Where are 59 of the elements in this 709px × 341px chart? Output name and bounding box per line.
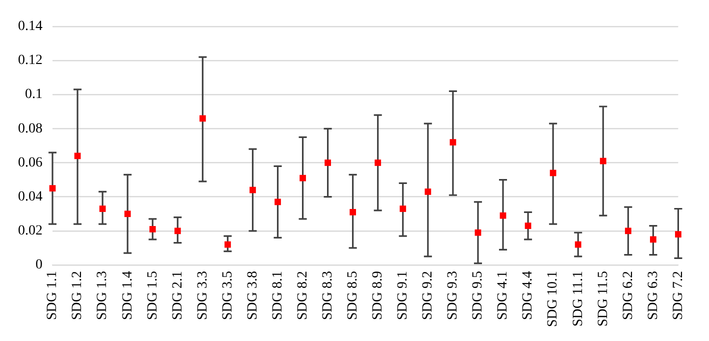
point [450,139,456,146]
point [74,152,81,160]
point [250,186,256,194]
point [524,222,532,229]
x-tick-label: SDG 1.1 [45,270,60,320]
x-tick-label: SDG 9.2 [420,270,436,320]
y-tick-label: 0.04 [18,189,42,204]
x-tick-label: SDG 8.9 [370,270,386,320]
x-tick-label: SDG 6.2 [620,270,636,320]
x-tick-label: SDG 4.4 [520,270,536,320]
point [650,236,656,243]
x-tick-label: SDG 3.8 [245,270,260,320]
x-tick-label: SDG 7.2 [670,270,686,320]
x-tick-label: SDG 10.1 [546,270,561,328]
point [124,210,131,218]
point [350,208,356,216]
point [574,241,582,248]
x-tick-label: SDG 9.1 [396,270,411,320]
x-tick-label: SDG 8.5 [346,270,361,320]
y-tick-label: 0 [36,258,42,273]
y-tick-label: 0.12 [18,53,42,68]
point [274,198,281,206]
y-tick-label: 0.1 [25,87,42,102]
x-tick-label: SDG 9.3 [446,270,461,320]
y-tick-label: 0.02 [18,224,42,239]
point [49,185,56,192]
point [324,160,331,166]
x-tick-label: SDG 11.1 [570,270,586,326]
x-tick-label: SDG 8.3 [320,270,336,320]
point [500,212,506,219]
point [374,160,382,166]
point [474,229,482,236]
x-tick-label: SDG 1.3 [95,270,110,320]
y-tick-label: 0.08 [18,121,42,136]
point [675,231,682,238]
x-tick-label: SDG 4.1 [496,270,511,320]
y-tick-label: 0.14 [18,19,42,34]
x-tick-label: SDG 1.2 [70,270,86,320]
point [600,158,606,164]
point [300,174,306,182]
x-tick-label: SDG 2.1 [170,270,186,320]
x-tick-label: SDG 11.5 [596,270,611,326]
x-tick-label: SDG 6.3 [646,270,661,320]
x-tick-label: SDG 3.5 [220,270,236,320]
point [224,241,231,248]
x-tick-label: SDG 9.5 [470,270,486,320]
point [624,228,632,234]
point [99,206,106,212]
x-tick-label: SDG 8.2 [295,270,310,320]
x-tick-label: SDG 1.5 [145,270,160,320]
point [149,226,156,232]
x-tick-label: SDG 8.1 [270,270,286,320]
x-tick-label: SDG 3.3 [195,270,210,320]
x-tick-label: SDG 1.4 [120,270,136,320]
point [400,206,406,212]
point [424,188,432,195]
y-tick-label: 0.06 [18,155,42,170]
point [174,228,181,234]
point [199,115,206,122]
